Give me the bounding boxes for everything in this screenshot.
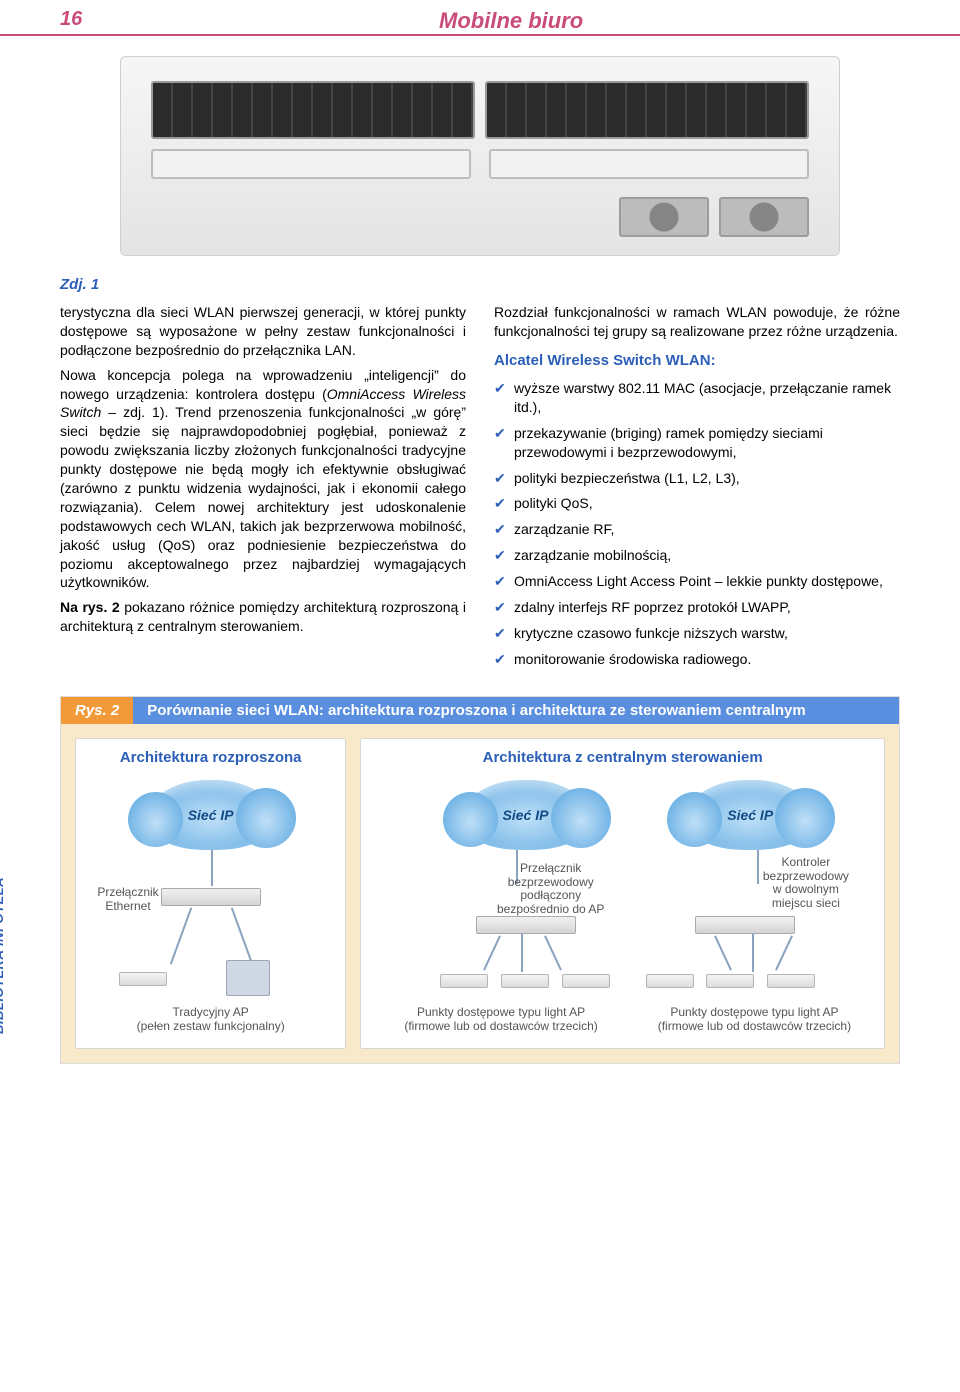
cloud-icon: Sieć IP	[461, 780, 591, 850]
list-item: zarządzanie mobilnością,	[494, 546, 900, 565]
panel-centralized: Architektura z centralnym sterowaniem Si…	[360, 738, 885, 1049]
light-ap-icon	[706, 974, 754, 988]
photo-caption: Zdj. 1	[0, 266, 960, 297]
page-number: 16	[60, 8, 82, 31]
light-ap-icon	[767, 974, 815, 988]
wireless-switch-icon	[476, 916, 576, 934]
para-3: Na rys. 2 pokazano różnice pomiędzy arch…	[60, 598, 466, 636]
hero-photo-wrap	[0, 36, 960, 266]
feature-list: wyższe warstwy 802.11 MAC (asocjacje, pr…	[494, 379, 900, 669]
list-item: wyższe warstwy 802.11 MAC (asocjacje, pr…	[494, 379, 900, 417]
figure-2-title-bar: Rys. 2 Porównanie sieci WLAN: architektu…	[61, 697, 899, 724]
label-eth-switch: Przełącznik Ethernet	[88, 886, 168, 914]
list-item: krytyczne czasowo funkcje niższych warst…	[494, 624, 900, 643]
cloud-icon: Sieć IP	[685, 780, 815, 850]
wireless-controller-icon	[695, 916, 795, 934]
figure-2: Rys. 2 Porównanie sieci WLAN: architektu…	[60, 696, 900, 1064]
figure-2-title-text: Porównanie sieci WLAN: architektura rozp…	[133, 697, 820, 724]
right-intro: Rozdział funkcjonalności w ramach WLAN p…	[494, 303, 900, 341]
list-item: polityki bezpieczeństwa (L1, L2, L3),	[494, 469, 900, 488]
list-item: OmniAccess Light Access Point – lekkie p…	[494, 572, 900, 591]
list-item: polityki QoS,	[494, 494, 900, 513]
light-ap-icon	[646, 974, 694, 988]
body-columns: terystyczna dla sieci WLAN pierwszej gen…	[0, 297, 960, 696]
label-light-ap-right: Punkty dostępowe typu light AP (firmowe …	[648, 1006, 861, 1034]
label-wireless-controller: Kontroler bezprzewodowy w dowolnym miejs…	[746, 856, 866, 911]
pc-icon	[226, 960, 270, 996]
list-heading: Alcatel Wireless Switch WLAN:	[494, 351, 900, 371]
light-ap-icon	[440, 974, 488, 988]
light-ap-icon	[501, 974, 549, 988]
list-item: zarządzanie RF,	[494, 520, 900, 539]
column-right: Rozdział funkcjonalności w ramach WLAN p…	[494, 303, 900, 676]
list-item: zdalny interfejs RF poprzez protokół LWA…	[494, 598, 900, 617]
section-title: Mobilne biuro	[122, 8, 900, 34]
list-item: przekazywanie (briging) ramek pomiędzy s…	[494, 424, 900, 462]
eth-switch-icon	[161, 888, 261, 906]
label-trad-ap: Tradycyjny AP (pełen zestaw funkcjonalny…	[89, 1006, 332, 1034]
column-left: terystyczna dla sieci WLAN pierwszej gen…	[60, 303, 466, 676]
cloud-icon: Sieć IP	[146, 780, 276, 850]
traditional-ap-icon	[119, 972, 167, 986]
label-light-ap-left: Punkty dostępowe typu light AP (firmowe …	[395, 1006, 608, 1034]
para-2: Nowa koncepcja polega na wprowadzeniu „i…	[60, 366, 466, 593]
light-ap-icon	[562, 974, 610, 988]
panel-title-right: Architektura z centralnym sterowaniem	[369, 749, 876, 766]
page-header: 16 Mobilne biuro	[0, 0, 960, 36]
list-item: monitorowanie środowiska radiowego.	[494, 650, 900, 669]
panel-title-left: Architektura rozproszona	[84, 749, 337, 766]
figure-2-tag: Rys. 2	[61, 697, 133, 724]
para-1: terystyczna dla sieci WLAN pierwszej gen…	[60, 303, 466, 360]
panel-distributed: Architektura rozproszona Sieć IP Przełąc…	[75, 738, 346, 1049]
label-wireless-switch: Przełącznik bezprzewodowy podłączony bez…	[476, 862, 626, 917]
figure-2-body: Architektura rozproszona Sieć IP Przełąc…	[61, 724, 899, 1063]
switch-photo	[120, 56, 840, 256]
side-series-label: BIBLIOTEKA INFOTELA	[0, 877, 6, 1034]
